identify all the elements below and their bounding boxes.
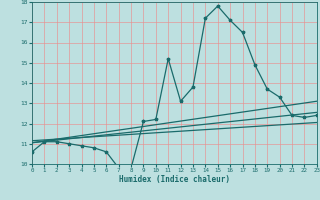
X-axis label: Humidex (Indice chaleur): Humidex (Indice chaleur) (119, 175, 230, 184)
